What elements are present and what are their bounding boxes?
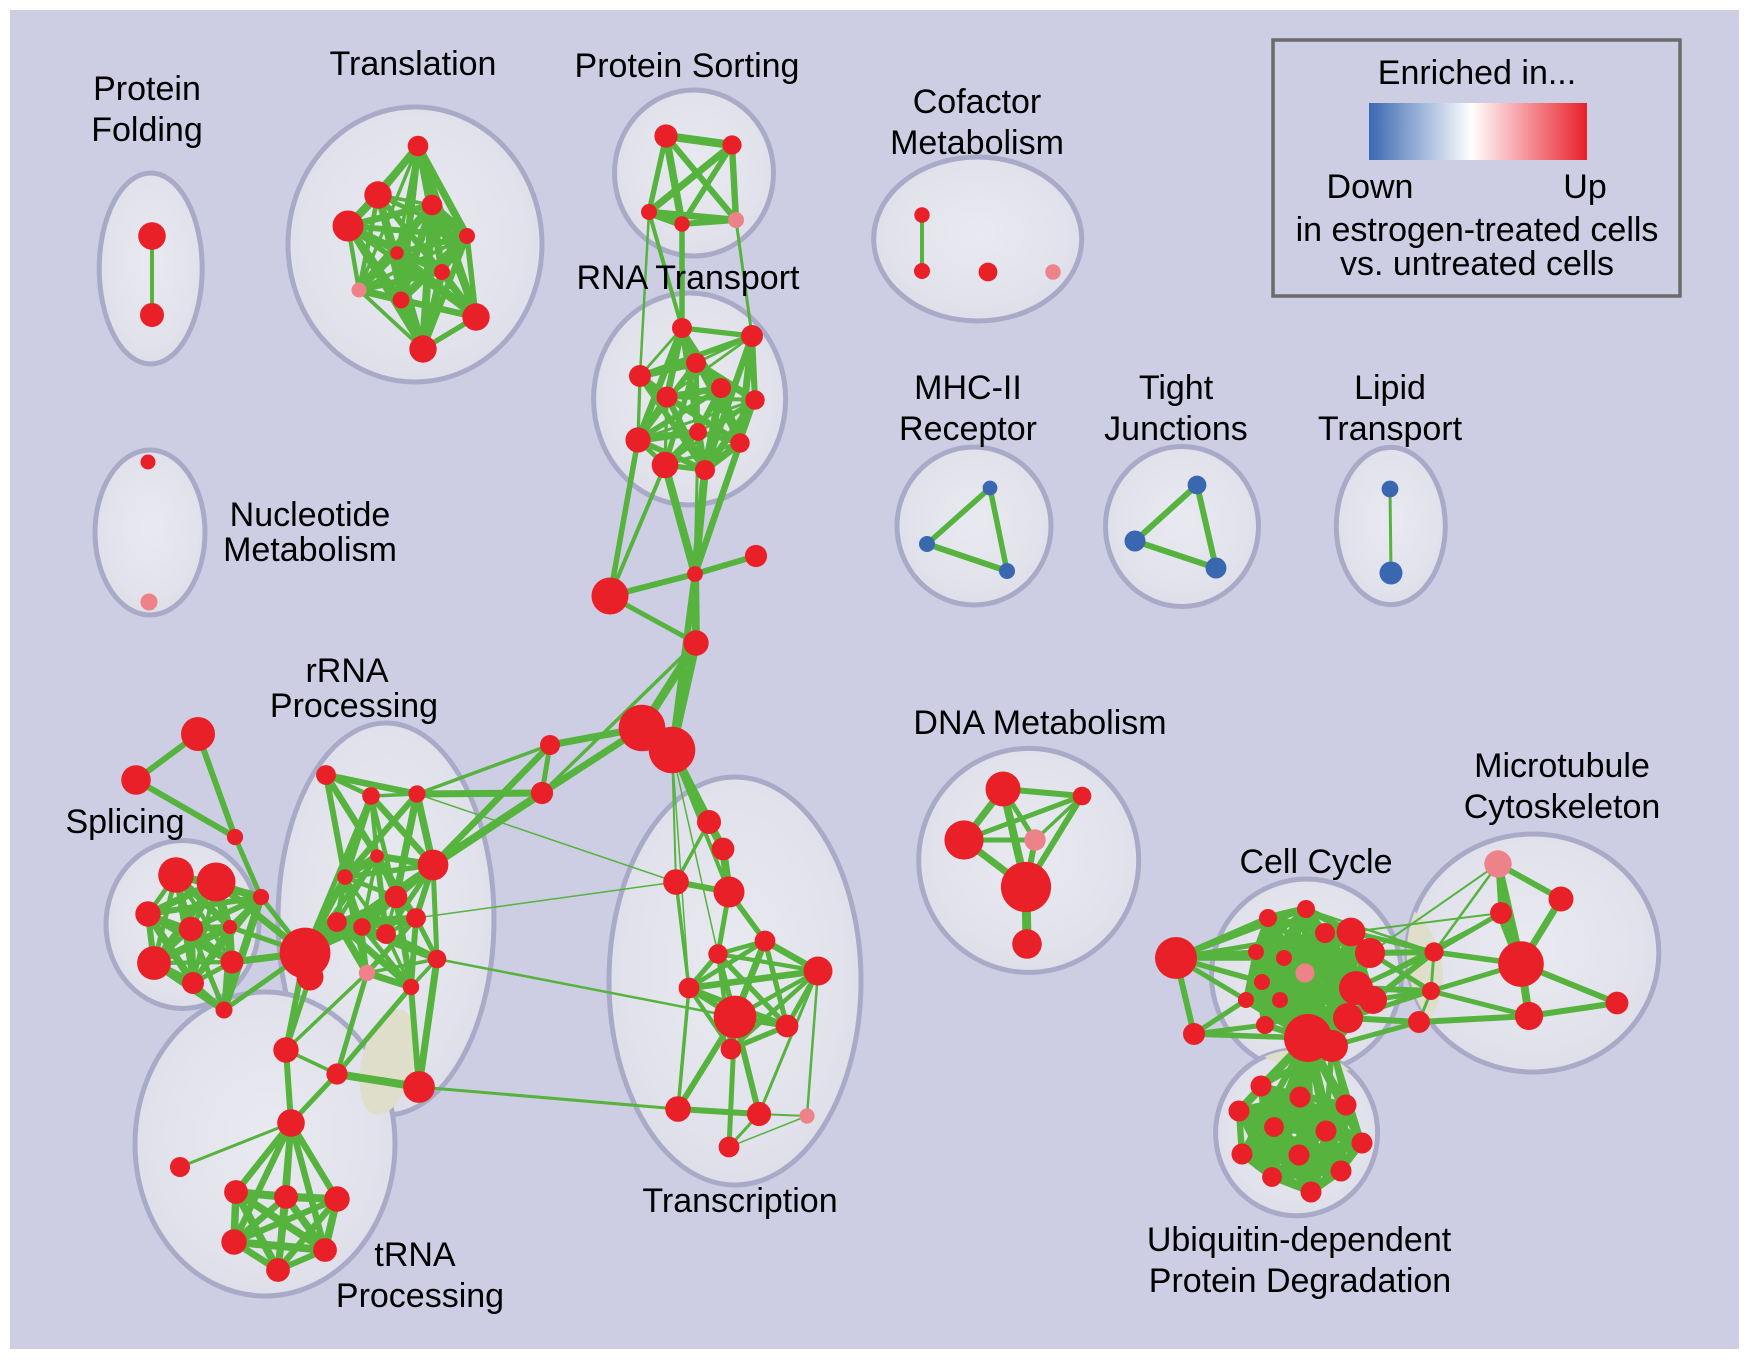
- svg-text:Ubiquitin-dependent: Ubiquitin-dependent: [1147, 1221, 1452, 1259]
- svg-text:RNA Transport: RNA Transport: [577, 259, 801, 297]
- svg-text:Cell Cycle: Cell Cycle: [1239, 843, 1392, 881]
- svg-text:Cytoskeleton: Cytoskeleton: [1464, 788, 1661, 826]
- svg-text:Tight: Tight: [1139, 369, 1214, 407]
- svg-text:Splicing: Splicing: [65, 803, 184, 841]
- svg-text:Protein Sorting: Protein Sorting: [575, 47, 800, 85]
- svg-text:Translation: Translation: [330, 45, 497, 83]
- svg-text:Metabolism: Metabolism: [223, 531, 397, 569]
- svg-text:Microtubule: Microtubule: [1474, 747, 1650, 785]
- svg-text:Transcription: Transcription: [642, 1182, 837, 1220]
- svg-text:Processing: Processing: [336, 1277, 504, 1315]
- svg-text:in estrogen-treated cells: in estrogen-treated cells: [1296, 211, 1659, 249]
- svg-text:Protein: Protein: [93, 70, 201, 108]
- svg-text:rRNA: rRNA: [305, 652, 388, 690]
- svg-text:Up: Up: [1563, 168, 1606, 206]
- svg-text:Processing: Processing: [270, 687, 438, 725]
- svg-text:DNA Metabolism: DNA Metabolism: [913, 704, 1166, 742]
- svg-text:Metabolism: Metabolism: [890, 124, 1064, 162]
- svg-text:vs. untreated cells: vs. untreated cells: [1340, 245, 1614, 283]
- svg-text:Lipid: Lipid: [1354, 369, 1426, 407]
- svg-text:MHC-II: MHC-II: [914, 369, 1022, 407]
- svg-text:Transport: Transport: [1318, 410, 1463, 448]
- svg-text:Down: Down: [1327, 168, 1414, 206]
- svg-text:Protein Degradation: Protein Degradation: [1149, 1262, 1451, 1300]
- svg-text:tRNA: tRNA: [374, 1236, 456, 1274]
- svg-text:Receptor: Receptor: [899, 410, 1037, 448]
- svg-text:Nucleotide: Nucleotide: [230, 496, 391, 534]
- svg-text:Cofactor: Cofactor: [913, 83, 1042, 121]
- svg-text:Enriched in...: Enriched in...: [1378, 54, 1576, 92]
- svg-text:Junctions: Junctions: [1104, 410, 1248, 448]
- svg-text:Folding: Folding: [91, 111, 203, 149]
